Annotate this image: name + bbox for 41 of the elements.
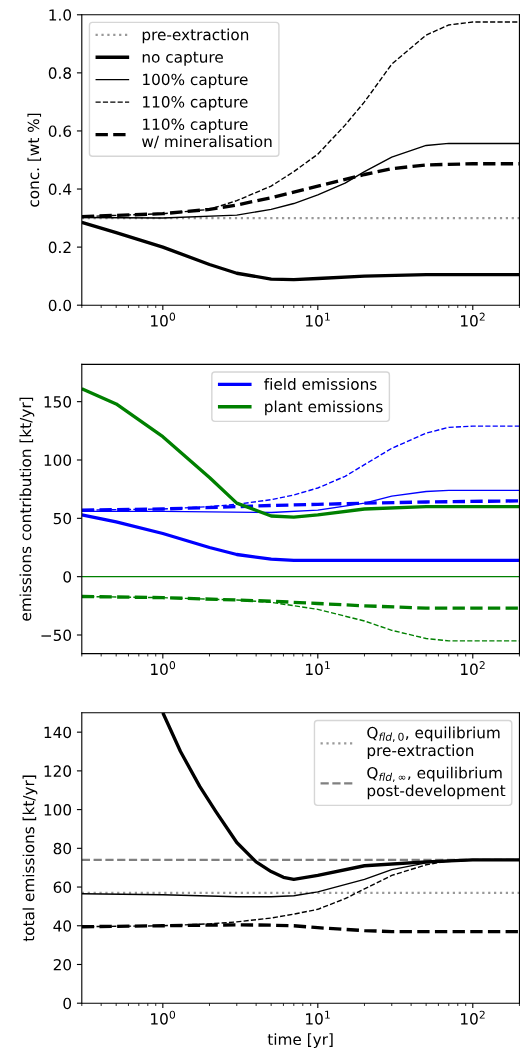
y-axis-title: emissions contribution [kt/yr] (19, 397, 35, 621)
legend-label: Q$_{fld,0}$, equilibrium pre-extraction (367, 726, 500, 760)
x-tick-label: 10$^{0}$ (151, 312, 176, 327)
y-tick-label: 40 (53, 920, 72, 932)
x-tick-label: 10$^{1}$ (306, 1010, 330, 1025)
y-tick-label: 100 (44, 454, 72, 467)
legend-label: no capture (142, 51, 223, 66)
y-tick-label: 50 (53, 512, 72, 525)
y-tick-label: 1.0 (49, 9, 72, 21)
y-tick-label: 20 (53, 958, 72, 971)
y-tick-label: 140 (44, 726, 72, 739)
y-tick-label: 0.2 (48, 241, 71, 254)
x-axis-title: time [yr] (267, 1033, 333, 1049)
legend-label: 110% capture (143, 96, 248, 111)
y-tick-label: 150 (44, 396, 72, 408)
legend-label: plant emissions (265, 400, 383, 416)
x-tick-label: 10$^{2}$ (461, 661, 485, 676)
legend-label: pre-extraction (142, 28, 249, 44)
legend-label: 100% capture (143, 73, 248, 89)
x-tick-label: 10$^{1}$ (306, 661, 330, 676)
x-tick-label: 10$^{2}$ (461, 1010, 485, 1025)
x-tick-label: 10$^{0}$ (151, 661, 176, 676)
y-axis-title: conc. [wt %] (27, 113, 42, 207)
legend-label: field emissions (264, 378, 377, 390)
y-axis-title: total emissions [kt/yr] (22, 775, 38, 942)
y-tick-label: 0.6 (48, 125, 72, 137)
y-tick-label: 0 (63, 571, 72, 583)
y-tick-label: 120 (44, 765, 72, 777)
y-tick-label: 0.8 (48, 67, 72, 79)
y-tick-label: 0 (63, 997, 72, 1010)
y-tick-label: 0.0 (48, 299, 72, 312)
x-tick-label: 10$^{0}$ (151, 1010, 176, 1025)
x-tick-label: 10$^{1}$ (306, 312, 330, 327)
x-tick-label: 10$^{2}$ (461, 312, 485, 327)
legend-label: 110% capture w/ mineralisation (142, 118, 272, 149)
legend-label: Q$_{fld,∞}$, equilibrium post-development (367, 766, 506, 800)
y-tick-label: 100 (44, 804, 72, 816)
y-tick-label: −50 (41, 629, 72, 642)
y-tick-label: 80 (53, 842, 72, 855)
y-tick-label: 60 (53, 881, 72, 894)
y-tick-label: 0.4 (48, 183, 72, 196)
